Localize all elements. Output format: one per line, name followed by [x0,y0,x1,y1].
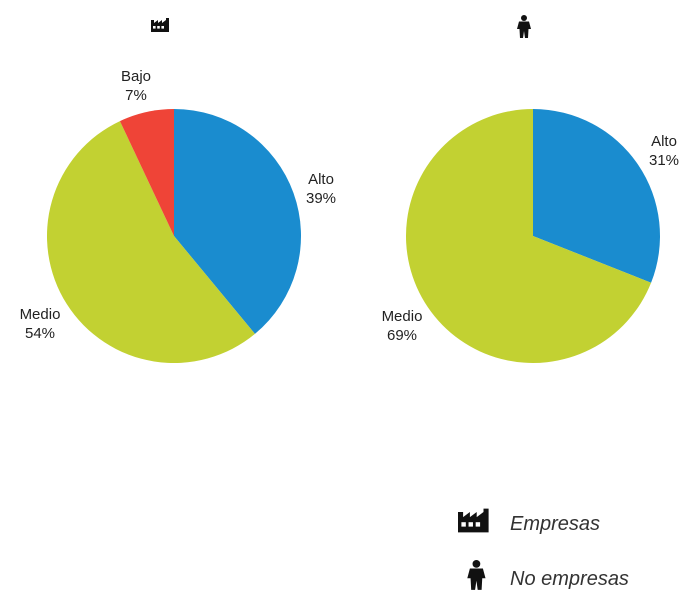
pie-slice-medio [405,109,652,363]
slice-value-medio: 69% [387,327,417,344]
slice-value-bajo: 7% [125,87,147,104]
slice-value-alto: 39% [306,190,336,207]
slice-value-medio: 54% [25,325,55,342]
slice-label-alto: Alto [651,133,677,150]
slice-value-alto: 31% [649,152,679,169]
person-icon [467,560,486,590]
factory-icon [151,18,169,32]
legend-item-no-empresas: No empresas [467,560,629,590]
pie-slices [46,109,302,364]
legend-item-empresas: Empresas [458,508,600,535]
legend-label: No empresas [510,568,629,590]
pie-slices [405,109,660,363]
pie-chart-empresas: Alto 39% Bajo 7% Medio 54% [20,18,336,364]
pie-slice-alto [533,109,660,283]
slice-label-medio: Medio [382,308,423,325]
pie-slice-alto [174,109,302,334]
pie-slice-bajo [119,109,174,236]
slice-label-alto: Alto [308,171,334,188]
pie-slice-medio [46,121,255,364]
legend: Empresas No empresas [458,508,629,590]
pie-chart-no-empresas: Alto 31% Medio 69% [382,15,679,363]
slice-label-bajo: Bajo [121,68,151,85]
legend-label: Empresas [510,513,600,535]
factory-icon [458,508,489,533]
person-icon [517,15,531,38]
slice-label-medio: Medio [20,306,61,323]
